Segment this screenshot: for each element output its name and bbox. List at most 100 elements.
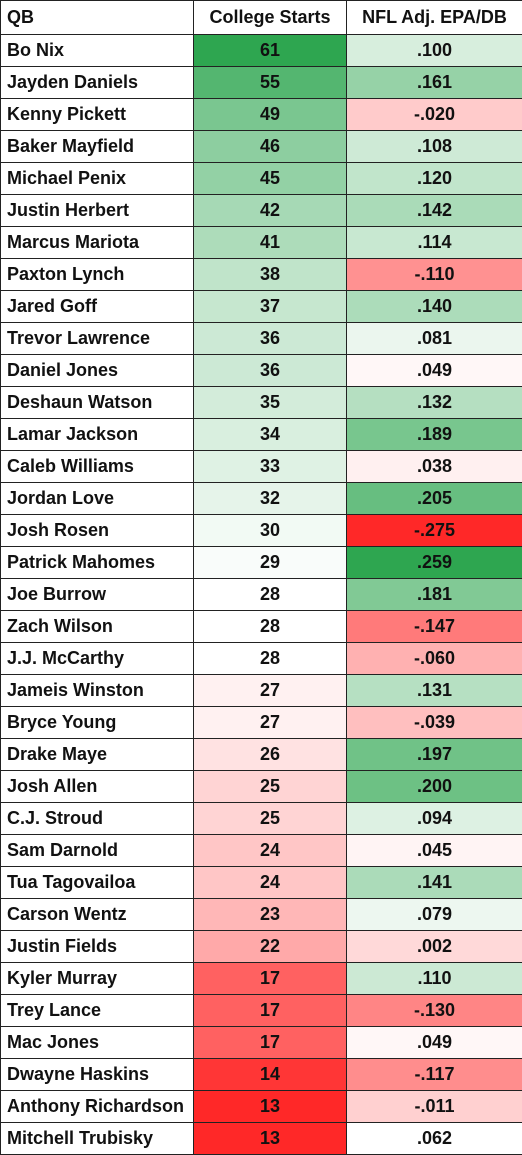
qb-row: Josh Allen 25.200 [0,770,522,803]
qb-row: Baker Mayfield 46.108 [0,130,522,163]
epa-per-db: .140 [346,290,522,323]
qb-name: Justin Fields [0,930,194,963]
qb-name: Lamar Jackson [0,418,194,451]
qb-row: Drake Maye 26.197 [0,738,522,771]
qb-row: Josh Rosen 30 -.275 [0,514,522,547]
college-starts: 17 [193,994,347,1027]
college-starts: 36 [193,354,347,387]
qb-name: Jordan Love [0,482,194,515]
qb-row: Marcus Mariota 41.114 [0,226,522,259]
college-starts: 46 [193,130,347,163]
qb-name: Daniel Jones [0,354,194,387]
college-starts: 17 [193,1026,347,1059]
qb-row: Trey Lance 17 -.130 [0,994,522,1027]
qb-row: Jameis Winston 27.131 [0,674,522,707]
college-starts: 34 [193,418,347,451]
epa-per-db: .142 [346,194,522,227]
college-starts: 25 [193,770,347,803]
qb-name: Kyler Murray [0,962,194,995]
epa-per-db: .181 [346,578,522,611]
qb-row: Mac Jones 17.049 [0,1026,522,1059]
qb-row: Jordan Love 32.205 [0,482,522,515]
qb-row: Zach Wilson 28 -.147 [0,610,522,643]
college-starts: 26 [193,738,347,771]
qb-row: Caleb Williams 33.038 [0,450,522,483]
college-starts: 36 [193,322,347,355]
qb-row: Joe Burrow 28.181 [0,578,522,611]
qb-row: Lamar Jackson 34.189 [0,418,522,451]
qb-row: Justin Herbert 42.142 [0,194,522,227]
qb-name: Tua Tagovailoa [0,866,194,899]
epa-per-db: .045 [346,834,522,867]
epa-per-db: .094 [346,802,522,835]
header-row: QB College Starts NFL Adj. EPA/DB [0,0,522,35]
epa-per-db: .110 [346,962,522,995]
qb-row: Bryce Young 27 -.039 [0,706,522,739]
college-starts: 37 [193,290,347,323]
college-starts: 41 [193,226,347,259]
qb-name: Baker Mayfield [0,130,194,163]
qb-row: Kyler Murray 17.110 [0,962,522,995]
epa-per-db: -.130 [346,994,522,1027]
qb-row: Michael Penix 45.120 [0,162,522,195]
qb-name: Jameis Winston [0,674,194,707]
qb-name: Dwayne Haskins [0,1058,194,1091]
qb-name: Caleb Williams [0,450,194,483]
college-starts: 29 [193,546,347,579]
college-starts: 24 [193,834,347,867]
college-starts: 45 [193,162,347,195]
header-cell: NFL Adj. EPA/DB [346,0,522,35]
college-starts: 28 [193,578,347,611]
epa-per-db: .079 [346,898,522,931]
qb-name: Anthony Richardson [0,1090,194,1123]
qb-row: Daniel Jones 36.049 [0,354,522,387]
epa-per-db: -.039 [346,706,522,739]
table-body: Bo Nix 61.100 Jayden Daniels 55.161 Kenny Pi… [0,34,522,1155]
epa-per-db: -.060 [346,642,522,675]
epa-per-db: .049 [346,354,522,387]
header-cell: College Starts [193,0,347,35]
epa-per-db: .205 [346,482,522,515]
qb-name: Mitchell Trubisky [0,1122,194,1155]
epa-per-db: -.275 [346,514,522,547]
qb-row: Patrick Mahomes 29.259 [0,546,522,579]
epa-per-db: .259 [346,546,522,579]
epa-per-db: -.011 [346,1090,522,1123]
qb-row: Mitchell Trubisky 13.062 [0,1122,522,1155]
qb-row: Tua Tagovailoa 24.141 [0,866,522,899]
qb-row: Anthony Richardson 13 -.011 [0,1090,522,1123]
college-starts: 28 [193,642,347,675]
qb-name: Paxton Lynch [0,258,194,291]
qb-row: Kenny Pickett 49 -.020 [0,98,522,131]
epa-per-db: .062 [346,1122,522,1155]
epa-per-db: .081 [346,322,522,355]
qb-row: C.J. Stroud 25.094 [0,802,522,835]
college-starts: 42 [193,194,347,227]
qb-name: J.J. McCarthy [0,642,194,675]
epa-per-db: -.110 [346,258,522,291]
qb-name: Michael Penix [0,162,194,195]
qb-row: Paxton Lynch 38 -.110 [0,258,522,291]
college-starts: 27 [193,674,347,707]
college-starts: 28 [193,610,347,643]
epa-per-db: -.020 [346,98,522,131]
header-cell: QB [0,0,194,35]
qb-name: Jayden Daniels [0,66,194,99]
college-starts: 13 [193,1090,347,1123]
college-starts: 22 [193,930,347,963]
qb-name: Carson Wentz [0,898,194,931]
qb-name: Patrick Mahomes [0,546,194,579]
qb-name: Trey Lance [0,994,194,1027]
epa-per-db: .108 [346,130,522,163]
epa-per-db: .132 [346,386,522,419]
qb-name: Joe Burrow [0,578,194,611]
qb-row: Jared Goff 37.140 [0,290,522,323]
qb-row: Carson Wentz 23.079 [0,898,522,931]
qb-name: Justin Herbert [0,194,194,227]
qb-name: Deshaun Watson [0,386,194,419]
qb-row: Trevor Lawrence 36.081 [0,322,522,355]
college-starts: 55 [193,66,347,99]
college-starts: 38 [193,258,347,291]
